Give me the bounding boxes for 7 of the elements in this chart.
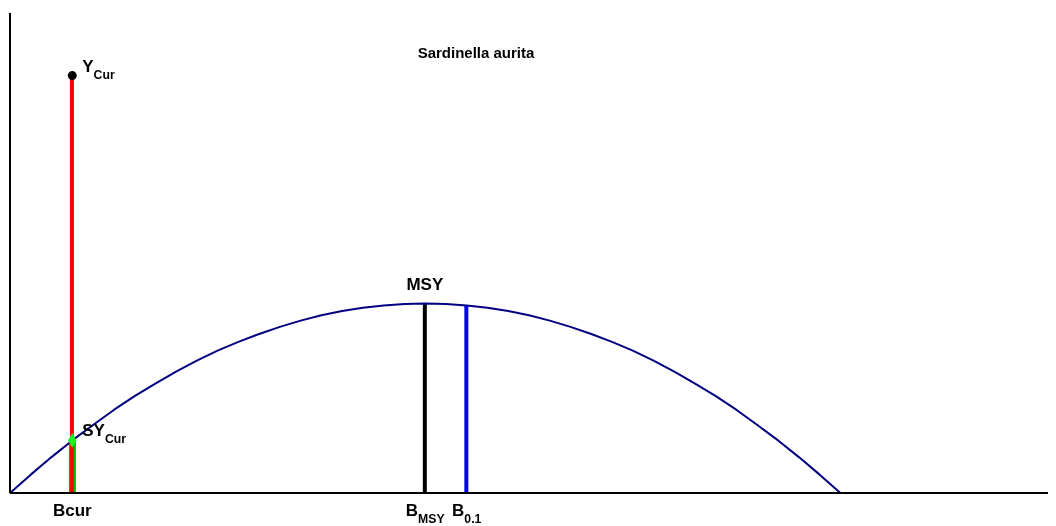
chart-title: Sardinella aurita: [417, 44, 535, 61]
x-tick-label: B$_{MSY}$: [405, 501, 445, 526]
series-label: MSY: [406, 274, 444, 294]
x-tick-label: B$_{0.1}$: [452, 501, 482, 526]
x-tick-label: Bcur: [52, 501, 93, 520]
series-label: Y$_{Cur}$: [82, 56, 115, 82]
series-label: SY$_{Cur}$: [82, 421, 127, 447]
